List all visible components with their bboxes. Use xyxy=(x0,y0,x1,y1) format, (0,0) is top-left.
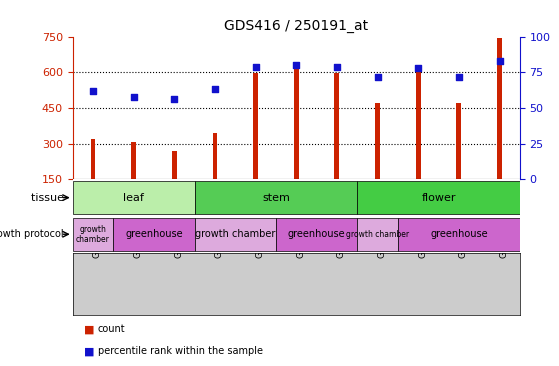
Bar xyxy=(195,181,357,214)
Text: GSM9224: GSM9224 xyxy=(134,214,143,258)
Bar xyxy=(131,142,136,179)
Point xyxy=(251,64,260,70)
Point xyxy=(373,74,382,79)
Bar xyxy=(375,103,380,179)
Bar xyxy=(172,151,177,179)
Bar xyxy=(334,73,339,179)
Text: greenhouse: greenhouse xyxy=(288,229,345,239)
Point xyxy=(88,88,97,94)
Point xyxy=(129,94,138,100)
Text: greenhouse: greenhouse xyxy=(430,229,487,239)
Text: growth protocol: growth protocol xyxy=(0,229,67,239)
Bar xyxy=(91,139,96,179)
Point xyxy=(292,62,301,68)
Bar xyxy=(195,218,276,251)
Text: GSM9233: GSM9233 xyxy=(500,214,509,258)
Text: GSM9225: GSM9225 xyxy=(174,214,183,258)
Text: count: count xyxy=(98,324,125,335)
Text: growth
chamber: growth chamber xyxy=(76,224,110,244)
Text: GSM9223: GSM9223 xyxy=(93,214,102,258)
Text: GSM9229: GSM9229 xyxy=(337,214,346,258)
Text: percentile rank within the sample: percentile rank within the sample xyxy=(98,346,263,356)
Text: GSM9228: GSM9228 xyxy=(296,214,305,258)
Text: greenhouse: greenhouse xyxy=(125,229,183,239)
Bar xyxy=(457,103,461,179)
Title: GDS416 / 250191_at: GDS416 / 250191_at xyxy=(224,19,368,33)
Text: stem: stem xyxy=(262,193,290,203)
Text: tissue: tissue xyxy=(31,193,67,203)
Text: ■: ■ xyxy=(84,324,98,335)
Bar xyxy=(357,218,398,251)
Text: flower: flower xyxy=(421,193,456,203)
Bar xyxy=(276,218,357,251)
Point xyxy=(414,65,423,71)
Bar xyxy=(73,181,195,214)
Text: GSM9227: GSM9227 xyxy=(255,214,264,258)
Text: growth chamber: growth chamber xyxy=(195,229,276,239)
Text: growth chamber: growth chamber xyxy=(346,230,409,239)
Bar xyxy=(253,73,258,179)
Text: leaf: leaf xyxy=(123,193,144,203)
Bar xyxy=(357,181,520,214)
Bar xyxy=(497,38,502,179)
Point xyxy=(333,64,342,70)
Point xyxy=(454,74,463,79)
Point xyxy=(170,97,179,102)
Bar xyxy=(294,66,299,179)
Bar xyxy=(212,133,217,179)
Text: GSM9232: GSM9232 xyxy=(459,214,468,258)
Text: GSM9231: GSM9231 xyxy=(418,214,427,258)
Text: GSM9230: GSM9230 xyxy=(377,214,387,258)
Text: GSM9226: GSM9226 xyxy=(215,214,224,258)
Bar xyxy=(416,72,421,179)
Point xyxy=(495,58,504,64)
Bar xyxy=(113,218,195,251)
Text: ■: ■ xyxy=(84,346,98,356)
Bar xyxy=(73,218,113,251)
Point xyxy=(211,86,220,92)
Bar xyxy=(398,218,520,251)
